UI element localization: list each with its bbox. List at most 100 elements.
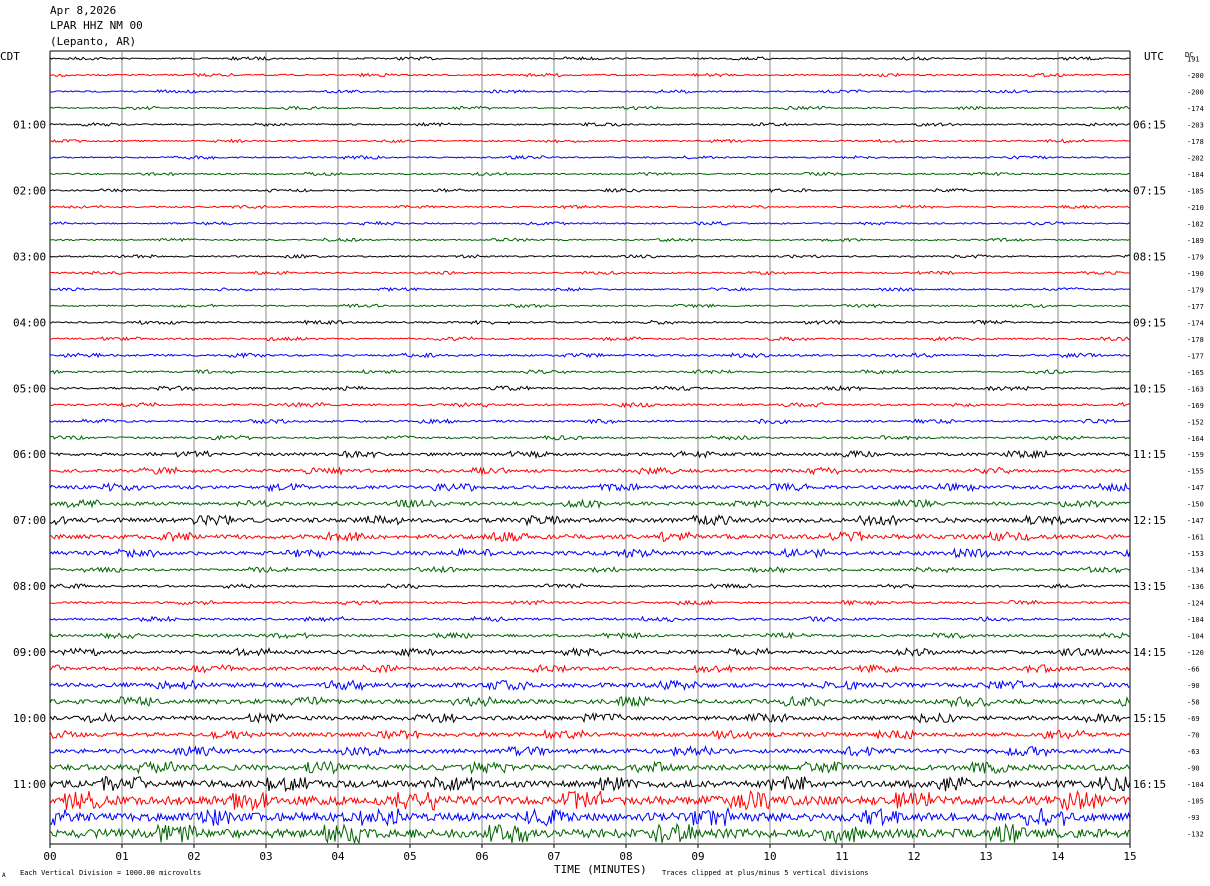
utc-hour-label: 11:15 (1133, 448, 1166, 461)
dc-offset-label: -184 (1187, 171, 1204, 179)
seismic-trace-row (49, 466, 1131, 477)
seismic-trace-row (49, 646, 1131, 658)
cdt-hour-label: 01:00 (13, 118, 46, 131)
dc-offset-label: -165 (1187, 369, 1204, 377)
dc-offset-label: -93 (1187, 814, 1200, 822)
dc-offset-label: -152 (1187, 418, 1204, 426)
dc-offset-label: -147 (1187, 484, 1204, 492)
utc-hour-label: 06:15 (1133, 118, 1166, 131)
dc-offset-label: -202 (1187, 154, 1204, 162)
dc-offset-label: -90 (1187, 682, 1200, 690)
x-tick-label: 15 (1123, 850, 1136, 863)
x-tick-label: 09 (691, 850, 704, 863)
x-tick-label: 02 (187, 850, 200, 863)
x-tick-label: 10 (763, 850, 776, 863)
date-title: Apr 8,2026 (50, 4, 117, 17)
seismic-trace-row (49, 565, 1131, 574)
dc-offset-label: -210 (1187, 204, 1204, 212)
dc-offset-label: -66 (1187, 666, 1200, 674)
dc-offset-label: -120 (1187, 649, 1204, 657)
chart-labels: 00 01 02 03 04 05 06 07 08 09 10 11 12 13 14 15 191 -200 -… (13, 56, 1204, 864)
cdt-hour-label: 06:00 (13, 448, 46, 461)
right-timezone-label: UTC (1144, 50, 1164, 63)
seismic-trace-row (49, 599, 1131, 607)
utc-hour-label: 15:15 (1133, 712, 1166, 725)
dc-offset-label: -185 (1187, 187, 1204, 195)
x-tick-label: 08 (619, 850, 632, 863)
cdt-hour-label: 03:00 (13, 250, 46, 263)
cdt-hour-label: 02:00 (13, 184, 46, 197)
dc-offset-label: -203 (1187, 121, 1204, 129)
utc-hour-label: 16:15 (1133, 778, 1166, 791)
seismic-trace-row (49, 204, 1131, 210)
seismic-trace-row (49, 728, 1131, 741)
dc-offset-label: -58 (1187, 699, 1200, 707)
seismic-trace-row (49, 514, 1131, 527)
footer-clip-note: Traces clipped at plus/minus 5 vertical … (662, 869, 869, 877)
seismic-traces (49, 55, 1131, 845)
dc-offset-label: -182 (1187, 220, 1204, 228)
seismic-trace-row (49, 286, 1131, 292)
seismic-trace-row (49, 418, 1131, 425)
dc-offset-label: -164 (1187, 435, 1204, 443)
seismic-trace-row (49, 220, 1131, 226)
dc-offset-label: -177 (1187, 303, 1204, 311)
dc-offset-label: -178 (1187, 138, 1204, 146)
seismic-trace-row (49, 547, 1131, 560)
dc-offset-label: -179 (1187, 286, 1204, 294)
dc-offset-label: -174 (1187, 319, 1204, 327)
seismic-trace-row (49, 352, 1131, 359)
dc-offset-label: -178 (1187, 336, 1204, 344)
x-tick-label: 13 (979, 850, 992, 863)
footer-mark: A (2, 872, 6, 879)
utc-hour-label: 10:15 (1133, 382, 1166, 395)
x-tick-label: 07 (547, 850, 560, 863)
cdt-hour-label: 11:00 (13, 778, 46, 791)
seismic-trace-row (49, 711, 1131, 724)
dc-offset-label: -147 (1187, 517, 1204, 525)
cdt-hour-label: 05:00 (13, 382, 46, 395)
dc-offset-label: -189 (1187, 237, 1204, 245)
seismic-trace-row (49, 631, 1131, 640)
cdt-hour-label: 07:00 (13, 514, 46, 527)
seismic-trace-row (49, 679, 1131, 692)
dc-offset-label: -155 (1187, 468, 1204, 476)
seismic-trace-row (49, 695, 1131, 708)
dc-offset-label: -159 (1187, 451, 1204, 459)
seismic-trace-row (49, 806, 1131, 827)
chart-grid (49, 50, 1131, 848)
x-tick-label: 00 (43, 850, 56, 863)
dc-offset-label: 191 (1187, 56, 1200, 64)
seismic-trace-row (49, 498, 1131, 510)
seismic-trace-row (49, 434, 1131, 441)
seismic-trace-row (49, 72, 1131, 78)
dc-offset-label: -200 (1187, 72, 1204, 80)
dc-offset-label: -90 (1187, 765, 1200, 773)
cdt-hour-label: 09:00 (13, 646, 46, 659)
seismic-trace-row (49, 822, 1131, 845)
x-axis-title: TIME (MINUTES) (554, 863, 647, 876)
cdt-hour-label: 04:00 (13, 316, 46, 329)
seismic-trace-row (49, 530, 1131, 543)
seismic-trace-row (49, 89, 1131, 94)
seismic-trace-row (49, 171, 1131, 177)
dc-offset-label: -150 (1187, 501, 1204, 509)
dc-offset-label: -190 (1187, 270, 1204, 278)
seismic-trace-row (49, 369, 1131, 375)
seismic-trace-row (49, 789, 1131, 812)
dc-offset-label: -161 (1187, 534, 1204, 542)
dc-header-label: DC (1185, 51, 1193, 59)
seismic-trace-row (49, 319, 1131, 326)
dc-offset-label: -134 (1187, 567, 1204, 575)
x-tick-label: 03 (259, 850, 272, 863)
left-timezone-label: CDT (0, 50, 20, 63)
seismic-trace-row (49, 582, 1131, 590)
dc-offset-label: -70 (1187, 732, 1200, 740)
seismic-trace-row (49, 449, 1131, 460)
dc-offset-label: -132 (1187, 831, 1204, 839)
seismic-trace-row (49, 775, 1131, 793)
seismic-trace-row (49, 154, 1131, 160)
dc-offset-label: -169 (1187, 402, 1204, 410)
location-title: (Lepanto, AR) (50, 35, 137, 48)
dc-offset-label: -104 (1187, 616, 1204, 624)
